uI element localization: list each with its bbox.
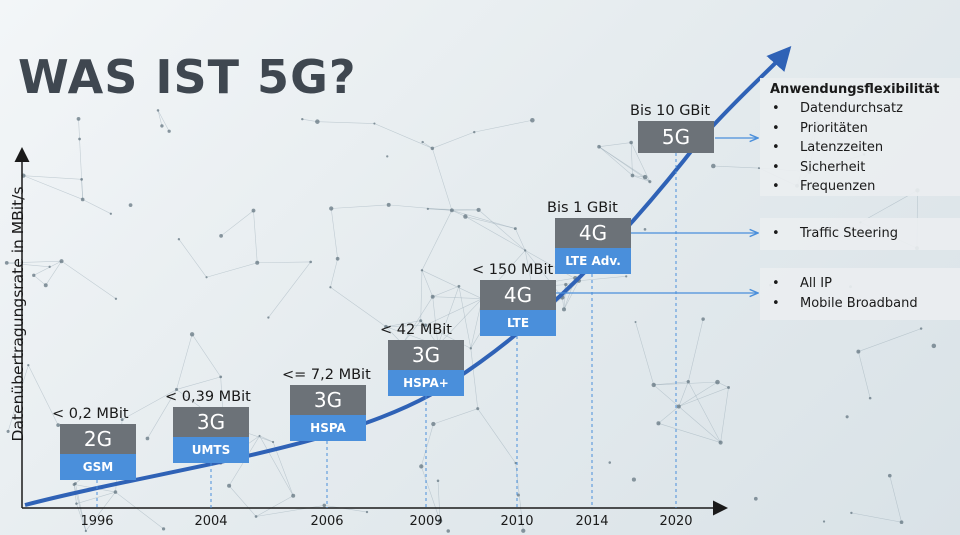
- year-label-2004: 2004: [194, 514, 228, 529]
- generation-box-2014: Bis 1 GBit 4G LTE Adv.: [547, 200, 631, 274]
- technology-label: GSM: [60, 454, 136, 480]
- generation-box-2020: Bis 10 GBit 5G: [630, 103, 714, 153]
- generation-box-2010: < 150 MBit 4G LTE: [472, 262, 556, 336]
- year-label-2020: 2020: [659, 514, 693, 529]
- data-rate-label: Bis 10 GBit: [630, 103, 711, 119]
- generation-label: 3G: [388, 340, 464, 370]
- info-item: Datendurchsatz: [760, 99, 960, 119]
- technology-label: HSPA+: [388, 370, 464, 396]
- generation-label: 2G: [60, 424, 136, 454]
- data-rate-label: <= 7,2 MBit: [282, 367, 371, 383]
- technology-label: UMTS: [173, 437, 249, 463]
- data-rate-label: < 150 MBit: [472, 262, 554, 278]
- generation-box-2009: < 42 MBit 3G HSPA+: [380, 322, 464, 396]
- generation-label: 4G: [555, 218, 631, 248]
- generation-box-2006: <= 7,2 MBit 3G HSPA: [282, 367, 371, 441]
- y-axis-label: Datenübertragungsrate in MBit/s: [9, 186, 27, 442]
- info-item: Prioritäten: [760, 119, 960, 139]
- page-title: WAS IST 5G?: [18, 50, 357, 104]
- generation-label: 4G: [480, 280, 556, 310]
- year-label-2010: 2010: [500, 514, 534, 529]
- generation-label: 3G: [290, 385, 366, 415]
- info-item: Mobile Broadband: [760, 294, 960, 314]
- info-item: Traffic Steering: [760, 224, 960, 244]
- info-box-1: Anwendungsflexibilität DatendurchsatzPrio…: [760, 78, 960, 196]
- info-box-2: Traffic Steering: [760, 218, 960, 250]
- info-box-3: All IPMobile Broadband: [760, 268, 960, 320]
- info-box-header: Anwendungsflexibilität: [770, 82, 940, 97]
- info-item: Latenzzeiten: [760, 138, 960, 158]
- technology-label: HSPA: [290, 415, 366, 441]
- generation-label: 3G: [173, 407, 249, 437]
- growth-curve: [24, 46, 792, 507]
- year-label-2014: 2014: [575, 514, 609, 529]
- technology-label: LTE Adv.: [555, 248, 631, 274]
- data-rate-label: Bis 1 GBit: [547, 200, 618, 216]
- technology-label: LTE: [480, 310, 556, 336]
- info-item: Sicherheit: [760, 158, 960, 178]
- data-rate-label: < 0,39 MBit: [165, 389, 251, 405]
- data-rate-label: < 42 MBit: [380, 322, 452, 338]
- year-label-2006: 2006: [310, 514, 344, 529]
- info-item: Frequenzen: [760, 177, 960, 197]
- generation-label: 5G: [638, 121, 714, 153]
- info-item: All IP: [760, 274, 960, 294]
- data-rate-label: < 0,2 MBit: [52, 406, 129, 422]
- generation-box-2004: < 0,39 MBit 3G UMTS: [165, 389, 251, 463]
- year-label-1996: 1996: [80, 514, 114, 529]
- generation-box-1996: < 0,2 MBit 2G GSM: [52, 406, 136, 480]
- year-label-2009: 2009: [409, 514, 443, 529]
